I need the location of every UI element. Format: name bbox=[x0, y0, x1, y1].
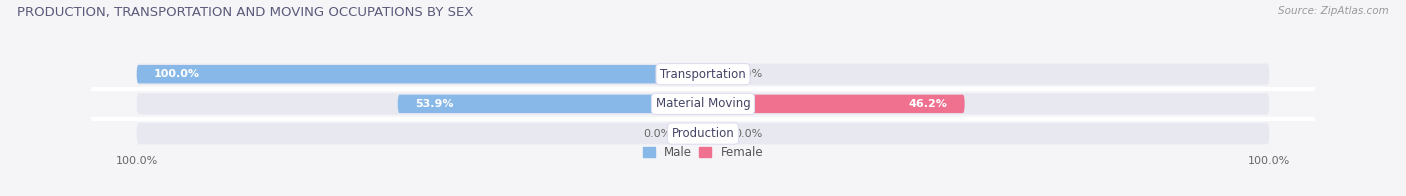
FancyBboxPatch shape bbox=[136, 65, 703, 83]
FancyBboxPatch shape bbox=[398, 95, 703, 113]
FancyBboxPatch shape bbox=[703, 95, 965, 113]
Legend: Male, Female: Male, Female bbox=[643, 146, 763, 159]
FancyBboxPatch shape bbox=[703, 124, 723, 143]
Text: 46.2%: 46.2% bbox=[908, 99, 948, 109]
Text: 0.0%: 0.0% bbox=[734, 69, 762, 79]
FancyBboxPatch shape bbox=[136, 123, 1270, 144]
Text: Material Moving: Material Moving bbox=[655, 97, 751, 110]
Text: Source: ZipAtlas.com: Source: ZipAtlas.com bbox=[1278, 6, 1389, 16]
FancyBboxPatch shape bbox=[136, 93, 1270, 115]
Text: 0.0%: 0.0% bbox=[734, 129, 762, 139]
FancyBboxPatch shape bbox=[136, 64, 1270, 85]
Text: Transportation: Transportation bbox=[661, 68, 745, 81]
Text: Production: Production bbox=[672, 127, 734, 140]
Text: 100.0%: 100.0% bbox=[153, 69, 200, 79]
FancyBboxPatch shape bbox=[703, 65, 723, 83]
Text: PRODUCTION, TRANSPORTATION AND MOVING OCCUPATIONS BY SEX: PRODUCTION, TRANSPORTATION AND MOVING OC… bbox=[17, 6, 474, 19]
Text: 0.0%: 0.0% bbox=[644, 129, 672, 139]
FancyBboxPatch shape bbox=[683, 124, 703, 143]
Text: 53.9%: 53.9% bbox=[415, 99, 453, 109]
